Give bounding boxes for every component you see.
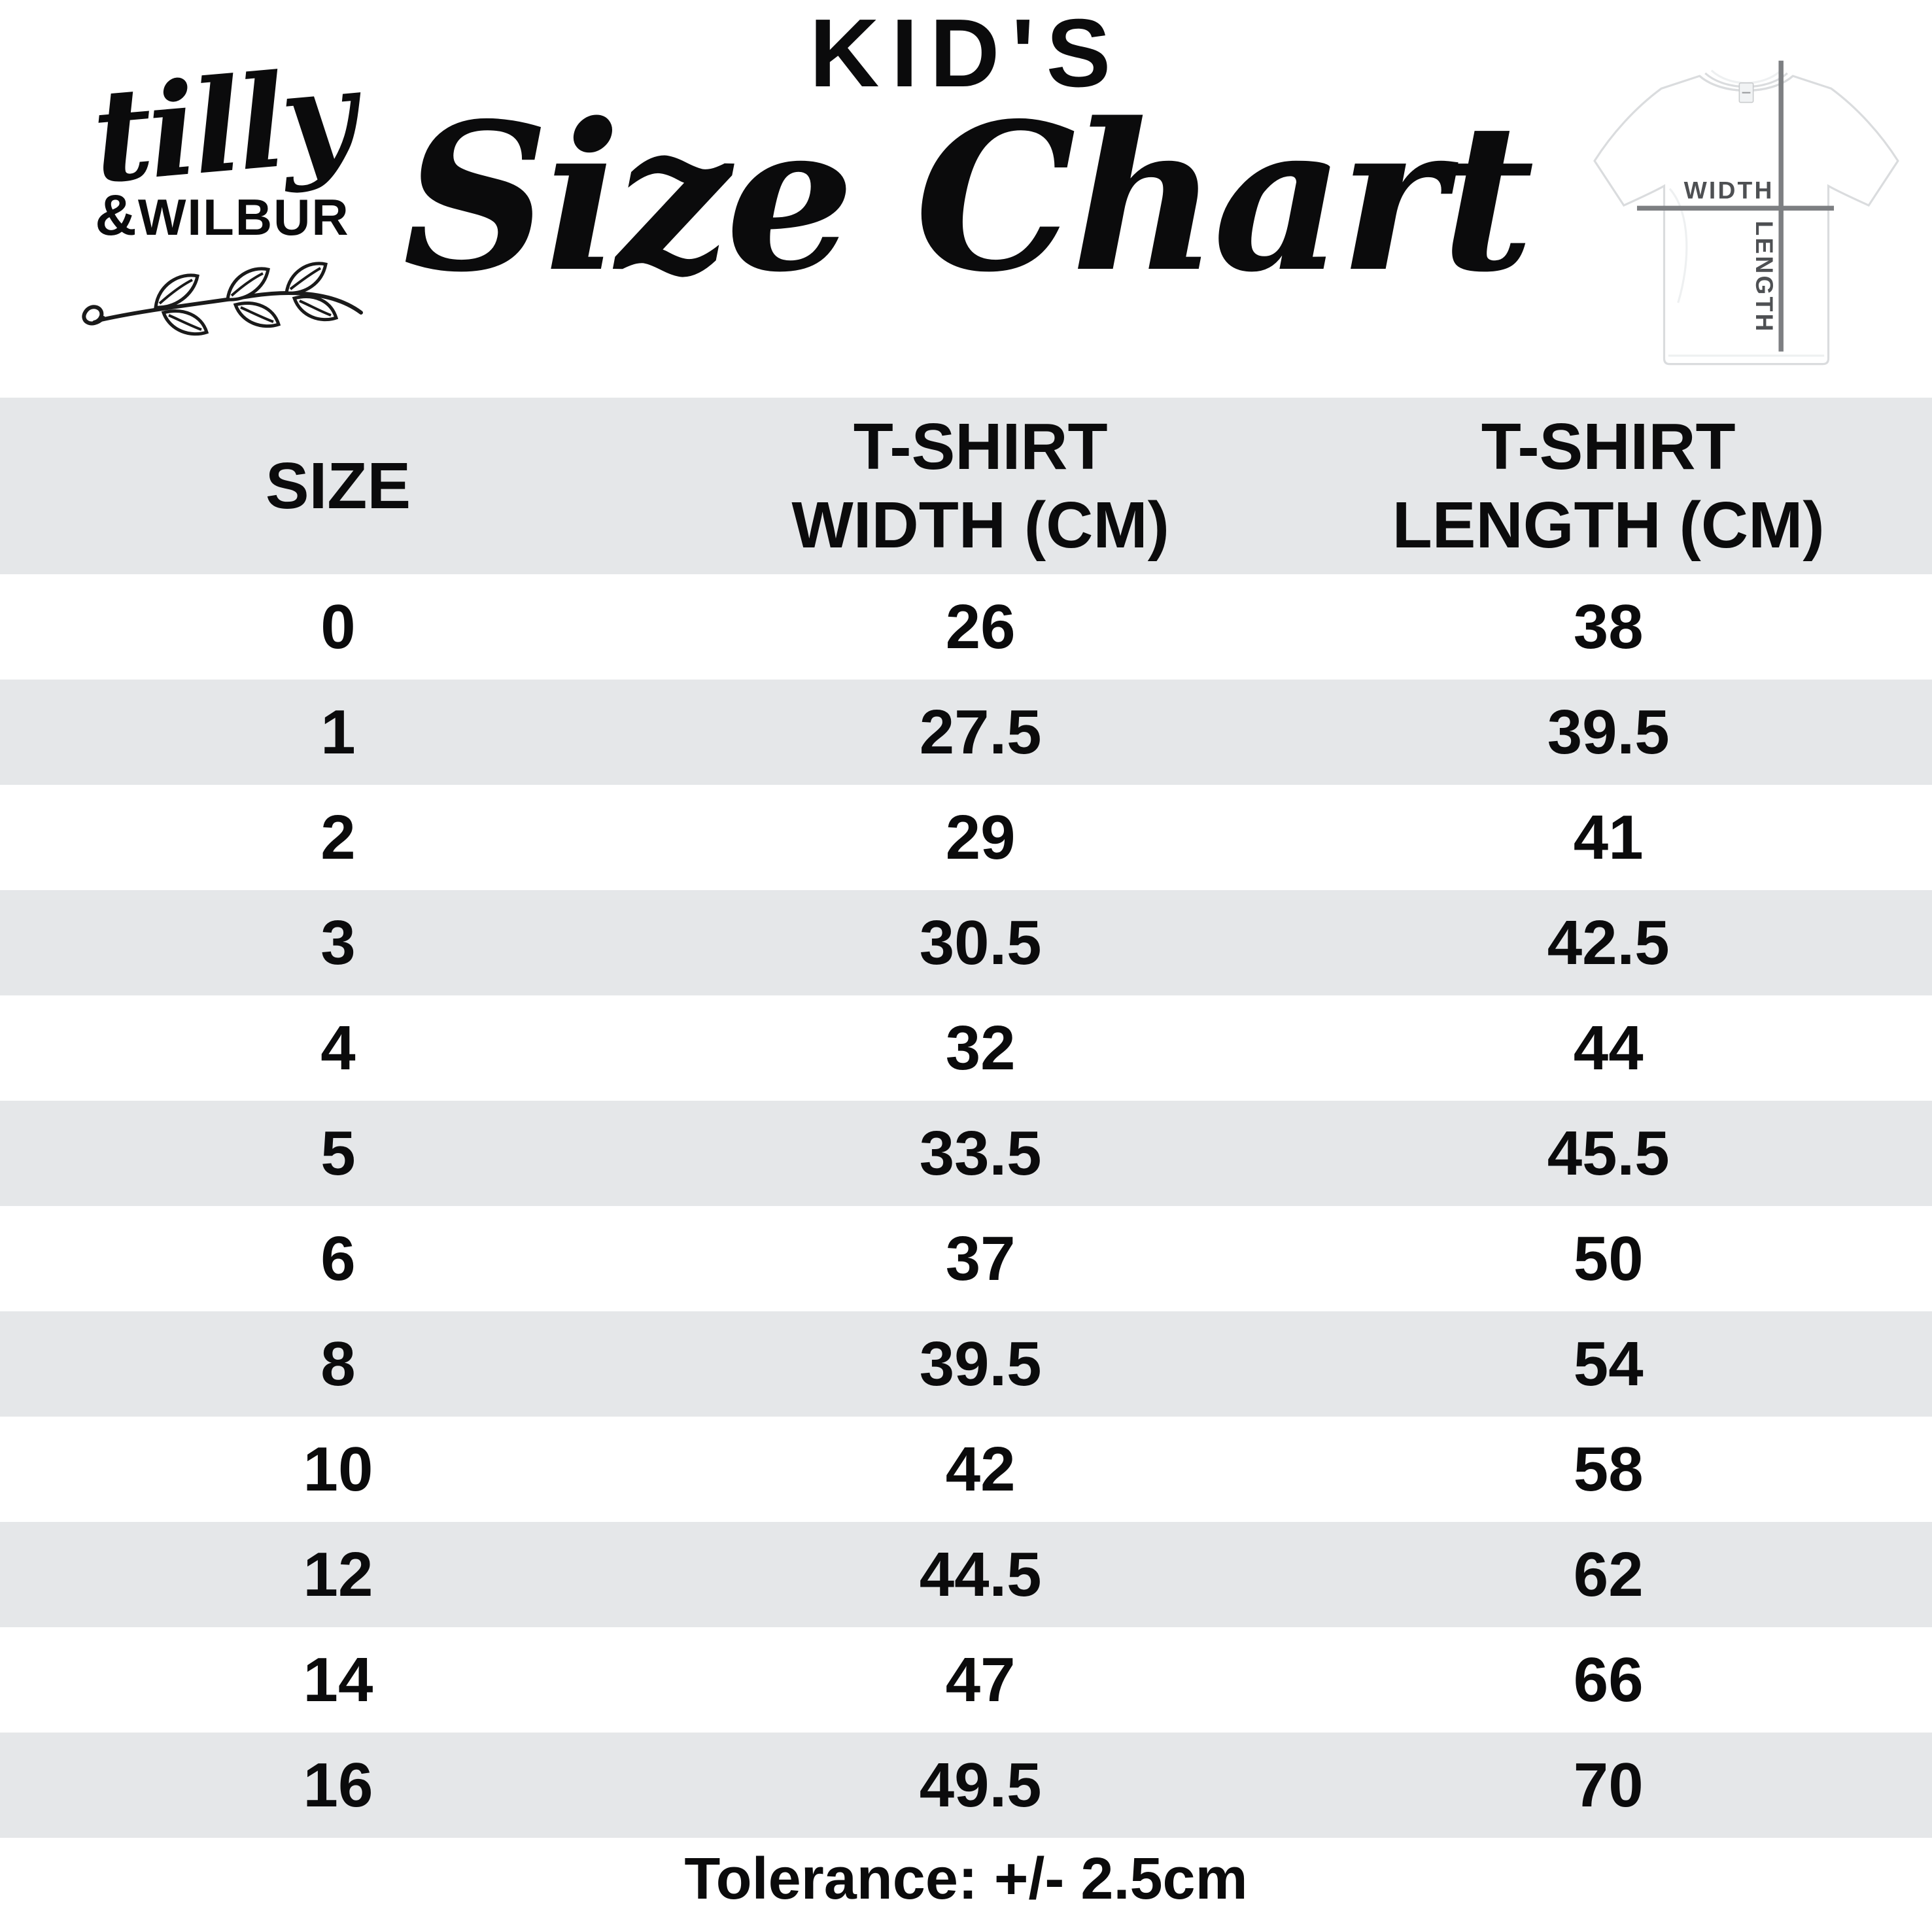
- table-row: 6 37 50: [0, 1206, 1932, 1311]
- table-header-row: SIZE T-SHIRT WIDTH (CM) T-SHIRT LENGTH (…: [0, 398, 1932, 574]
- table-row: 10 42 58: [0, 1417, 1932, 1522]
- cell-size: 12: [303, 1539, 373, 1610]
- table-row: 8 39.5 54: [0, 1311, 1932, 1417]
- cell-size: 4: [320, 1012, 356, 1083]
- cell-size: 10: [303, 1434, 373, 1504]
- cell-width: 26: [945, 591, 1016, 662]
- tshirt-measure-diagram: WIDTH LENGTH: [1586, 52, 1906, 379]
- cell-width: 37: [945, 1223, 1016, 1294]
- laurel-branch-icon: [82, 262, 363, 336]
- col-header-width: T-SHIRT WIDTH (CM): [791, 410, 1169, 562]
- brand-name-word: WILBUR: [137, 188, 350, 246]
- brand-logo: tilly &WILBUR: [65, 40, 379, 337]
- cell-size: 2: [320, 802, 356, 872]
- brand-name-script: tilly: [86, 40, 358, 212]
- cell-size: 3: [320, 907, 356, 978]
- tshirt-outline: [1593, 75, 1899, 366]
- table-row: 0 26 38: [0, 574, 1932, 680]
- cell-width: 44.5: [919, 1539, 1042, 1610]
- cell-width: 27.5: [919, 697, 1042, 767]
- cell-width: 32: [945, 1012, 1016, 1083]
- cell-size: 1: [320, 697, 356, 767]
- length-label: LENGTH: [1751, 220, 1778, 333]
- brand-name-caps: &WILBUR: [65, 182, 379, 249]
- cell-size: 5: [320, 1118, 356, 1188]
- cell-width: 30.5: [919, 907, 1042, 978]
- cell-length: 38: [1573, 591, 1644, 662]
- table-row: 16 49.5 70: [0, 1733, 1932, 1838]
- cell-width: 39.5: [919, 1328, 1042, 1399]
- table-row: 2 29 41: [0, 785, 1932, 890]
- cell-length: 44: [1573, 1012, 1644, 1083]
- cell-width: 49.5: [919, 1750, 1042, 1820]
- width-label: WIDTH: [1684, 176, 1774, 203]
- tolerance-note: Tolerance: +/- 2.5cm: [684, 1846, 1248, 1912]
- cell-length: 62: [1573, 1539, 1644, 1610]
- table-row: 14 47 66: [0, 1627, 1932, 1733]
- col-header-size: SIZE: [265, 449, 411, 523]
- table-row: 1 27.5 39.5: [0, 680, 1932, 785]
- cell-length: 41: [1573, 802, 1644, 872]
- col-header-length: T-SHIRT LENGTH (CM): [1392, 410, 1825, 562]
- brand-ampersand: &: [95, 182, 138, 247]
- table-row: 5 33.5 45.5: [0, 1101, 1932, 1206]
- cell-width: 33.5: [919, 1118, 1042, 1188]
- cell-size: 16: [303, 1750, 373, 1820]
- cell-length: 42.5: [1547, 907, 1670, 978]
- cell-size: 8: [320, 1328, 356, 1399]
- cell-size: 14: [303, 1644, 373, 1715]
- cell-size: 6: [320, 1223, 356, 1294]
- cell-length: 70: [1573, 1750, 1644, 1820]
- cell-width: 42: [945, 1434, 1016, 1504]
- table-row: 4 32 44: [0, 995, 1932, 1101]
- table-row: 3 30.5 42.5: [0, 890, 1932, 995]
- cell-size: 0: [320, 591, 356, 662]
- cell-length: 50: [1573, 1223, 1644, 1294]
- cell-length: 45.5: [1547, 1118, 1670, 1188]
- cell-length: 58: [1573, 1434, 1644, 1504]
- cell-length: 39.5: [1547, 697, 1670, 767]
- cell-length: 66: [1573, 1644, 1644, 1715]
- cell-width: 29: [945, 802, 1016, 872]
- cell-length: 54: [1573, 1328, 1644, 1399]
- table-body: 0 26 38 1 27.5 39.5 2 29 41 3 30.5 42.5 4 32 44 5 33.5 45…: [0, 574, 1932, 1838]
- table-row: 12 44.5 62: [0, 1522, 1932, 1627]
- cell-width: 47: [945, 1644, 1016, 1715]
- size-table: SIZE T-SHIRT WIDTH (CM) T-SHIRT LENGTH (…: [0, 398, 1932, 1838]
